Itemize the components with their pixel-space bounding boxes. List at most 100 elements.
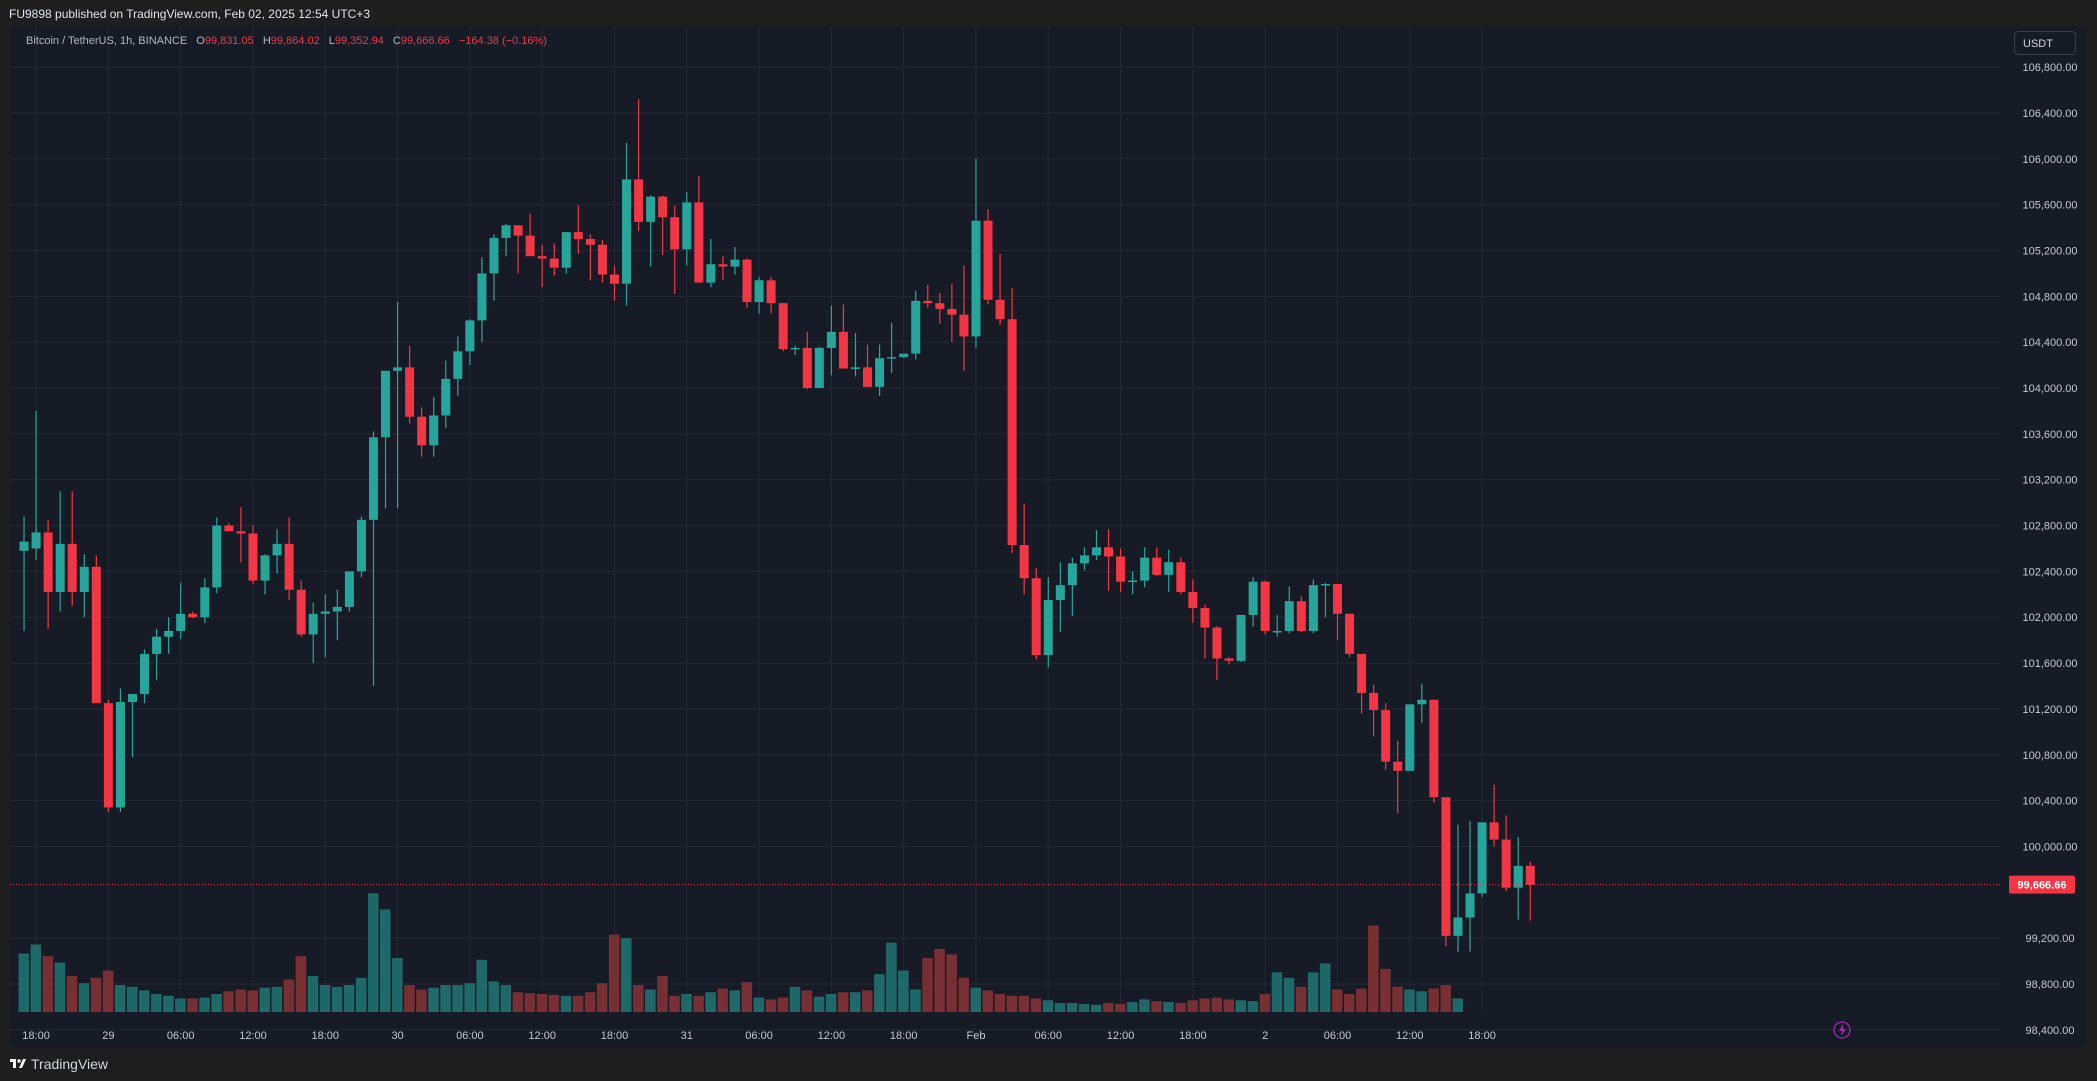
candle-body	[212, 525, 222, 588]
candle-body	[911, 300, 921, 354]
ohlc-legend: Bitcoin / TetherUS, 1h, BINANCE O99,831.…	[26, 35, 547, 47]
price-tick-label: 100,000.00	[2022, 841, 2077, 853]
volume-bar	[813, 996, 825, 1012]
volume-bar	[1187, 1000, 1198, 1012]
candle-body	[1429, 699, 1439, 798]
candle-body	[634, 179, 644, 222]
candle-body	[91, 566, 101, 704]
candle	[115, 688, 125, 813]
candle	[959, 265, 969, 371]
candle	[1429, 699, 1439, 803]
candle	[887, 322, 897, 374]
volume-bar	[1103, 1003, 1114, 1012]
replay-button[interactable]	[1833, 1021, 1851, 1039]
open-label: O	[196, 35, 205, 47]
volume-bar	[1368, 925, 1379, 1012]
time-tick-label: Feb	[966, 1030, 985, 1042]
volume-bar	[898, 970, 909, 1012]
candle-body	[790, 347, 800, 350]
time-tick-label: 30	[391, 1030, 403, 1042]
candle-body	[1465, 893, 1475, 918]
candle	[995, 253, 1005, 325]
candle	[296, 580, 306, 637]
candle-body	[658, 196, 668, 218]
candle-body	[1164, 562, 1174, 575]
candle-body	[1055, 585, 1065, 601]
candle	[778, 303, 788, 352]
publish-header: FU9898 published on TradingView.com, Feb…	[0, 0, 2097, 26]
candle	[320, 594, 330, 658]
candle-body	[19, 541, 29, 551]
volume-bar	[1380, 968, 1391, 1012]
candle	[417, 407, 427, 457]
volume-bar	[355, 977, 367, 1012]
candle	[1164, 549, 1174, 593]
price-chart[interactable]: 99,666.66 106,800.00 106,400.00 106,000.00…	[10, 27, 2086, 1047]
brand[interactable]: TradingView	[10, 1056, 108, 1072]
candle	[766, 276, 776, 314]
chart-area[interactable]: 99,666.66 106,800.00 106,400.00 106,000.00…	[10, 27, 2086, 1047]
candle-body	[152, 636, 162, 654]
volume-bar	[1283, 977, 1295, 1012]
candle	[1043, 577, 1053, 668]
candle	[537, 244, 547, 288]
volume-bar	[1163, 1002, 1174, 1012]
candle	[1104, 528, 1114, 591]
candle	[212, 517, 222, 594]
volume-bar	[367, 893, 379, 1012]
volume-bar	[1066, 1003, 1078, 1012]
candle	[899, 353, 909, 359]
candle	[694, 175, 704, 283]
candle	[1260, 580, 1270, 635]
high-value: 99,864.02	[270, 35, 320, 47]
volume-bar	[331, 986, 343, 1012]
candle-body	[1441, 797, 1451, 936]
candle-body	[1272, 630, 1282, 633]
candle-body	[140, 653, 150, 695]
volume-bar	[416, 989, 427, 1012]
candle	[1417, 683, 1427, 723]
price-tick-label: 104,400.00	[2022, 337, 2077, 349]
candle-body	[200, 587, 210, 618]
candle-body	[1212, 627, 1222, 659]
price-axis: 106,800.00 106,400.00 106,000.00 105,600.00…	[2022, 62, 2077, 1037]
candle-body	[381, 370, 391, 438]
candle-body	[1140, 557, 1150, 581]
price-tick-label: 105,200.00	[2022, 245, 2077, 257]
volume-bar	[199, 997, 210, 1012]
volume-bar	[271, 986, 283, 1012]
symbol-label[interactable]: Bitcoin / TetherUS, 1h, BINANCE	[26, 35, 188, 47]
candle-body	[766, 280, 776, 304]
candle	[200, 578, 210, 623]
volume-bar	[187, 998, 198, 1012]
candle	[1055, 562, 1065, 633]
volume-bar	[440, 985, 451, 1012]
candle-body	[224, 525, 234, 532]
candle-body	[718, 264, 728, 267]
volume-bar	[657, 976, 668, 1012]
candle-body	[525, 235, 535, 257]
candle-body	[1248, 581, 1258, 615]
candle	[453, 336, 463, 397]
time-axis: 18:00 29 06:00 12:00 18:00 30 06:00 12:00 18:00 3…	[22, 1030, 1496, 1042]
candle-body	[1236, 614, 1246, 661]
volume-bars	[18, 893, 1463, 1012]
price-tick-label: 100,400.00	[2022, 796, 2077, 808]
candle	[1308, 579, 1318, 634]
candle	[1477, 822, 1487, 897]
volume-bar	[247, 990, 258, 1012]
candle-body	[887, 357, 897, 359]
candle-body	[1007, 319, 1017, 546]
volume-bar	[681, 994, 692, 1012]
candle	[609, 265, 619, 301]
candle-body	[609, 274, 619, 284]
footer: TradingView	[0, 1047, 2097, 1081]
candle	[1513, 837, 1523, 920]
volume-bar	[584, 992, 596, 1012]
candle	[754, 276, 764, 314]
currency-button[interactable]: USDT	[2014, 31, 2076, 55]
candle-body	[537, 256, 547, 259]
candle	[1091, 530, 1101, 560]
time-tick-label: 18:00	[890, 1030, 918, 1042]
volume-bar	[392, 958, 403, 1012]
